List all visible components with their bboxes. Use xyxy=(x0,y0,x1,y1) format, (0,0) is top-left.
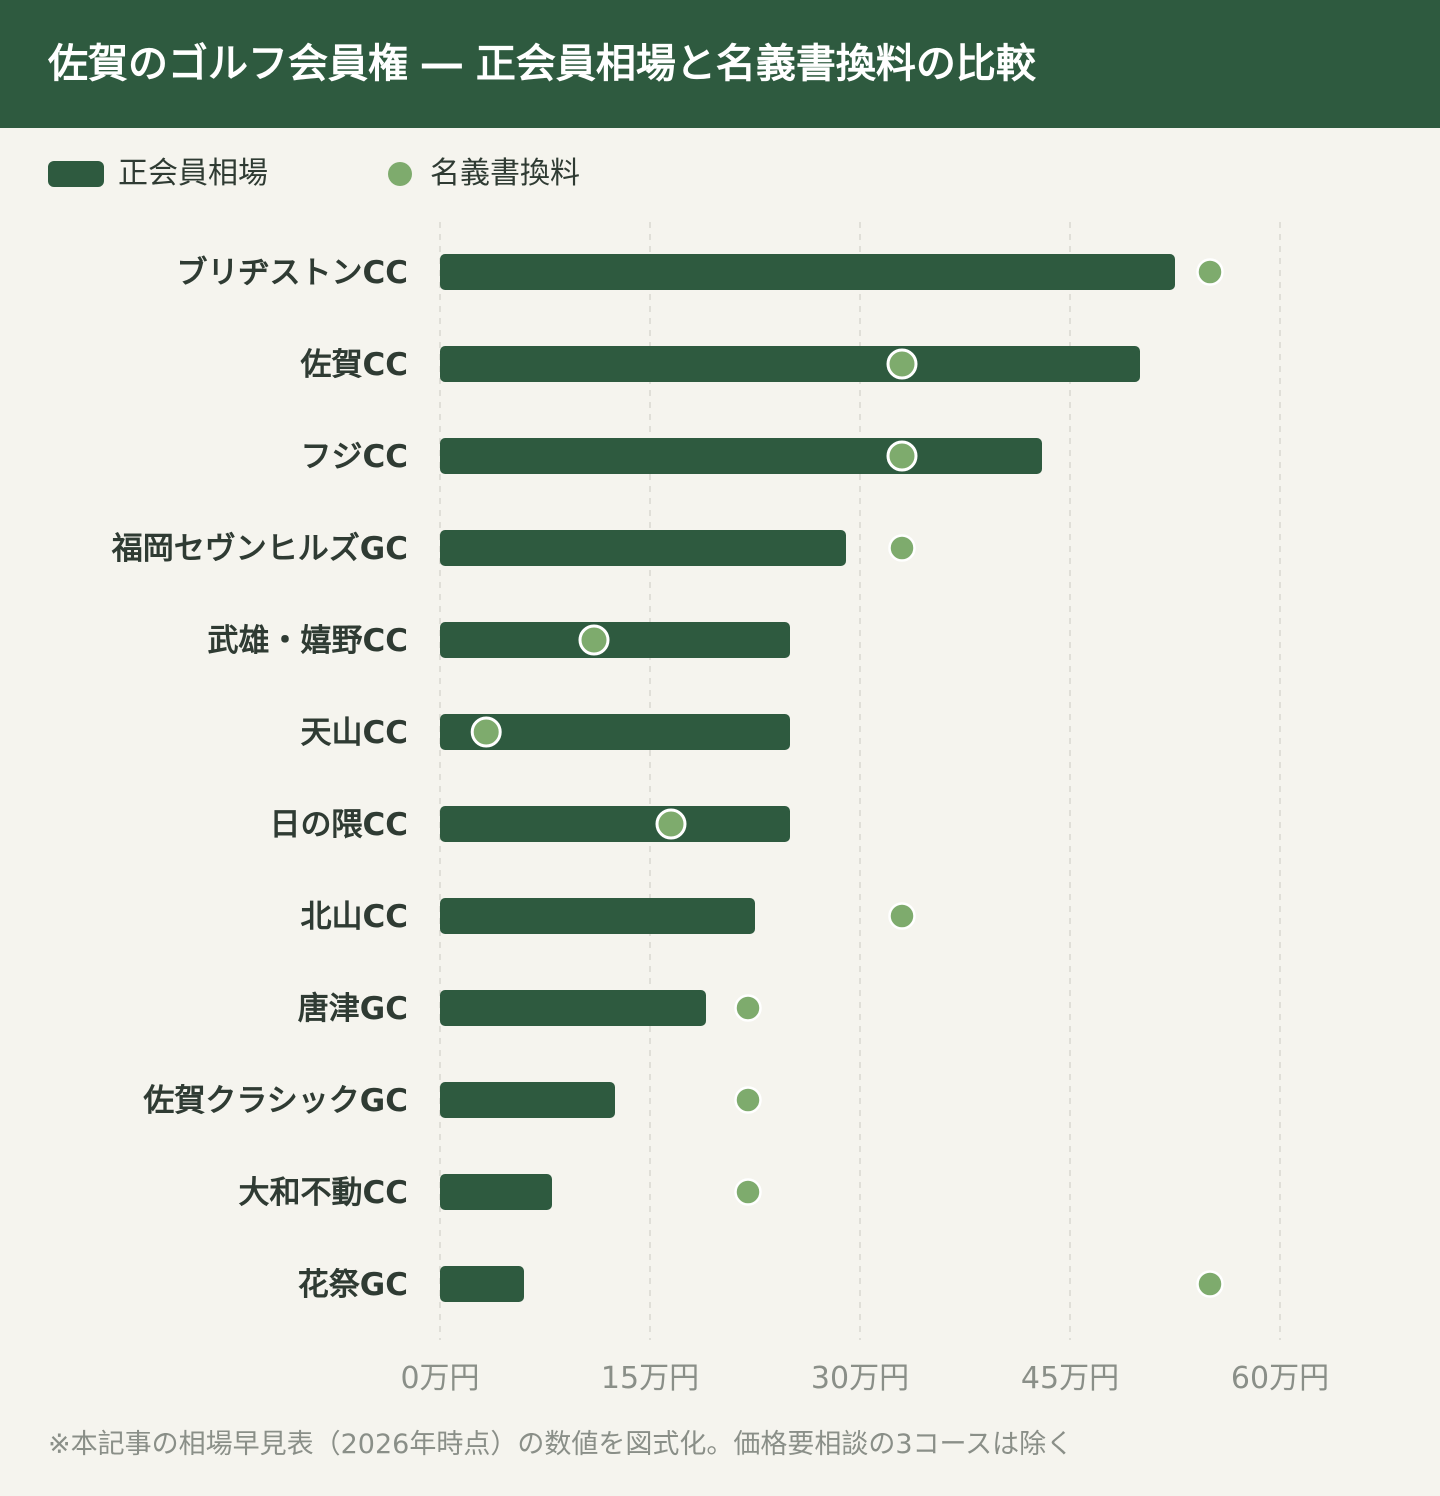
category-label: ブリヂストンCC xyxy=(176,255,408,291)
category-label: 福岡セヴンヒルズGC xyxy=(111,531,408,567)
bar xyxy=(440,438,1042,474)
legend-dot-label: 名義書換料 xyxy=(430,156,580,191)
fee-dot xyxy=(886,440,918,472)
fee-dot xyxy=(734,1086,762,1114)
category-label: 花祭GC xyxy=(298,1267,408,1303)
bar xyxy=(440,1266,524,1302)
bar xyxy=(440,898,755,934)
fee-dot xyxy=(734,1178,762,1206)
legend-bar-swatch xyxy=(48,161,104,187)
fee-dot xyxy=(470,716,502,748)
bar xyxy=(440,254,1175,290)
fee-dot xyxy=(1196,1270,1224,1298)
fee-dot xyxy=(655,808,687,840)
x-tick-label: 60万円 xyxy=(1231,1361,1329,1396)
bar xyxy=(440,530,846,566)
category-label: フジCC xyxy=(300,439,408,475)
footnote: ※本記事の相場早見表（2026年時点）の数値を図式化。価格要相談の3コースは除く xyxy=(48,1429,1074,1460)
x-tick-label: 15万円 xyxy=(601,1361,699,1396)
bar xyxy=(440,1174,552,1210)
x-tick-label: 0万円 xyxy=(400,1361,479,1396)
bar-chart: 0万円 15万円 30万円 45万円 60万円 ブリヂストンCC 佐賀CC フジCC 福岡セヴン… xyxy=(111,222,1329,1396)
legend-bar-label: 正会員相場 xyxy=(118,156,268,191)
x-tick-label: 30万円 xyxy=(811,1361,909,1396)
header-banner: 佐賀のゴルフ会員権 ― 正会員相場と名義書換料の比較 xyxy=(0,0,1440,128)
legend-item-dot: 名義書換料 xyxy=(388,152,648,196)
category-label: 日の隈CC xyxy=(269,807,408,843)
x-tick-label: 45万円 xyxy=(1021,1361,1119,1396)
legend-dot-swatch xyxy=(388,162,412,186)
fee-dot xyxy=(578,624,610,656)
page-title: 佐賀のゴルフ会員権 ― 正会員相場と名義書換料の比較 xyxy=(48,41,1036,87)
fee-dot xyxy=(1196,258,1224,286)
bar xyxy=(440,622,790,658)
category-label: 佐賀クラシックGC xyxy=(142,1083,408,1119)
fee-dot xyxy=(734,994,762,1022)
category-label: 北山CC xyxy=(300,899,408,935)
fee-dot xyxy=(888,534,916,562)
category-label: 武雄・嬉野CC xyxy=(207,623,408,659)
category-label: 佐賀CC xyxy=(299,347,408,383)
category-label: 唐津GC xyxy=(298,991,408,1027)
bar xyxy=(440,1082,615,1118)
bar xyxy=(440,714,790,750)
fee-dot xyxy=(886,348,918,380)
category-label: 天山CC xyxy=(300,715,408,751)
category-label: 大和不動CC xyxy=(238,1175,408,1211)
bar xyxy=(440,346,1140,382)
fee-dot xyxy=(888,902,916,930)
bar xyxy=(440,990,706,1026)
legend-item-bar: 正会員相場 xyxy=(48,152,308,196)
bar xyxy=(440,806,790,842)
